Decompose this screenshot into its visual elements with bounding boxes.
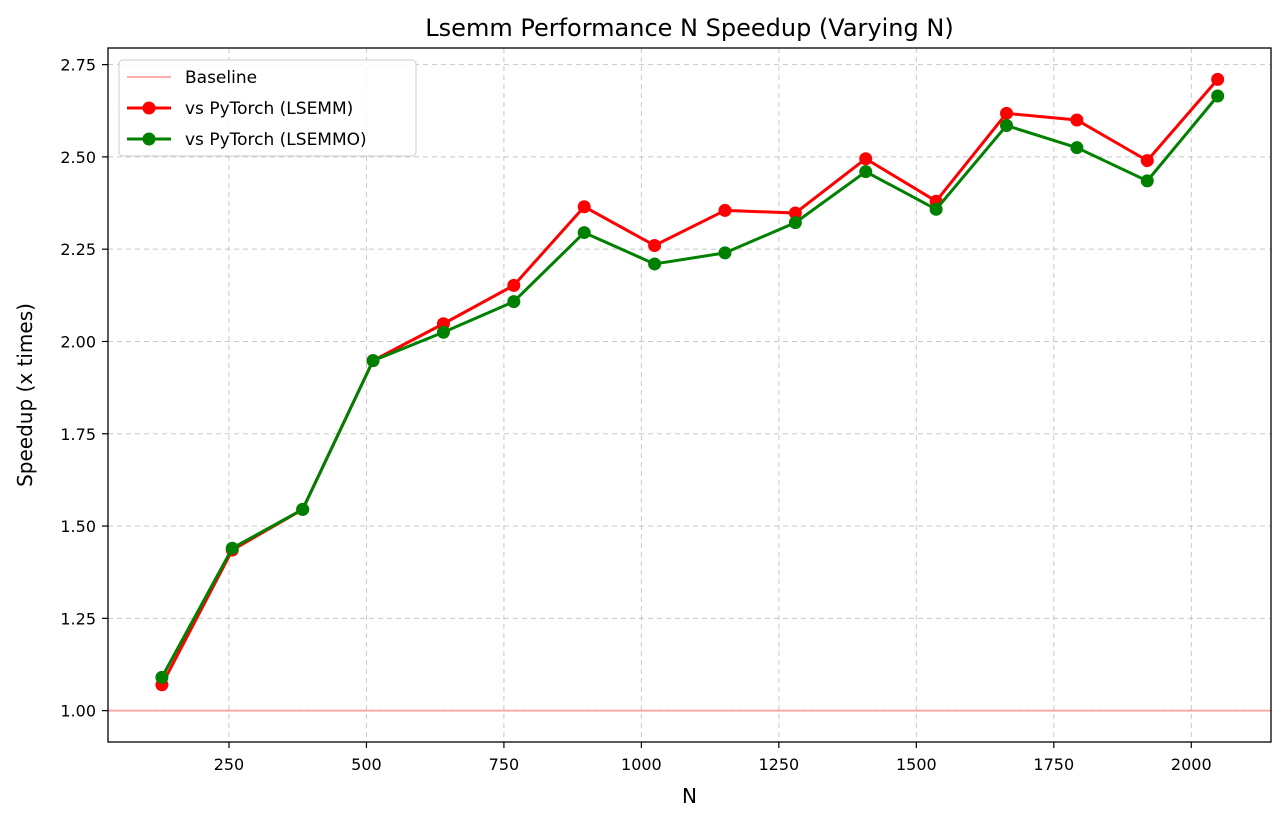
series-2-point bbox=[1140, 174, 1154, 188]
x-axis-label: N bbox=[682, 784, 697, 808]
series-2-point bbox=[788, 216, 802, 230]
y-tick-label: 1.50 bbox=[60, 517, 96, 536]
y-axis-label: Speedup (x times) bbox=[13, 303, 37, 487]
series-2-point bbox=[859, 165, 873, 179]
y-tick-label: 2.50 bbox=[60, 148, 96, 167]
series-2-point bbox=[648, 257, 662, 271]
x-tick-label: 2000 bbox=[1171, 755, 1212, 774]
x-tick-label: 750 bbox=[489, 755, 520, 774]
y-tick-label: 2.75 bbox=[60, 56, 96, 75]
series-layer bbox=[155, 72, 1225, 692]
y-tick-label: 2.25 bbox=[60, 240, 96, 259]
series-2-point bbox=[1070, 141, 1084, 155]
series-2-point bbox=[436, 325, 450, 339]
series-2-point bbox=[1000, 119, 1014, 133]
series-2-point bbox=[929, 202, 943, 216]
series-2-point bbox=[577, 226, 591, 240]
legend: Baseline vs PyTorch (LSEMM) vs PyTorch (LS… bbox=[118, 59, 417, 157]
y-tick-label: 2.00 bbox=[60, 332, 96, 351]
legend-label: Baseline bbox=[185, 68, 257, 88]
series-1-point bbox=[507, 278, 521, 292]
x-tick-label: 1250 bbox=[758, 755, 799, 774]
series-1-point bbox=[577, 200, 591, 214]
ticks: 250 500 750 1000 1250 1500 1750 2000 1.00 1.25 1.5… bbox=[60, 56, 1211, 774]
series-1-point bbox=[788, 206, 802, 220]
legend-marker bbox=[142, 132, 156, 146]
series-2-point bbox=[366, 354, 380, 368]
series-2-point bbox=[225, 541, 239, 555]
series-1-point bbox=[648, 238, 662, 252]
series-2-point bbox=[507, 295, 521, 309]
series-1-point bbox=[718, 203, 732, 217]
y-tick-label: 1.75 bbox=[60, 425, 96, 444]
series-2-point bbox=[718, 246, 732, 260]
x-tick-label: 1000 bbox=[621, 755, 662, 774]
plot-frame bbox=[107, 47, 1272, 743]
legend-box bbox=[118, 59, 417, 157]
series-2-point bbox=[1211, 89, 1225, 103]
x-tick-label: 1750 bbox=[1033, 755, 1074, 774]
series-1-point bbox=[1000, 106, 1014, 120]
chart-title: Lsemm Performance N Speedup (Varying N) bbox=[425, 14, 953, 42]
legend-marker bbox=[142, 101, 156, 115]
series-2-point bbox=[296, 502, 310, 516]
series-2-point bbox=[155, 670, 169, 684]
legend-label: vs PyTorch (LSEMM) bbox=[185, 99, 353, 119]
series-1-point bbox=[1211, 72, 1225, 86]
x-tick-label: 1500 bbox=[896, 755, 937, 774]
series-1-point bbox=[1070, 113, 1084, 127]
x-tick-label: 500 bbox=[351, 755, 382, 774]
series-1-point bbox=[859, 152, 873, 166]
x-tick-label: 250 bbox=[214, 755, 245, 774]
legend-label: vs PyTorch (LSEMMO) bbox=[185, 130, 367, 150]
y-tick-label: 1.25 bbox=[60, 609, 96, 628]
series-1-point bbox=[1140, 154, 1154, 168]
y-tick-label: 1.00 bbox=[60, 702, 96, 721]
series-line-2 bbox=[160, 95, 1219, 679]
